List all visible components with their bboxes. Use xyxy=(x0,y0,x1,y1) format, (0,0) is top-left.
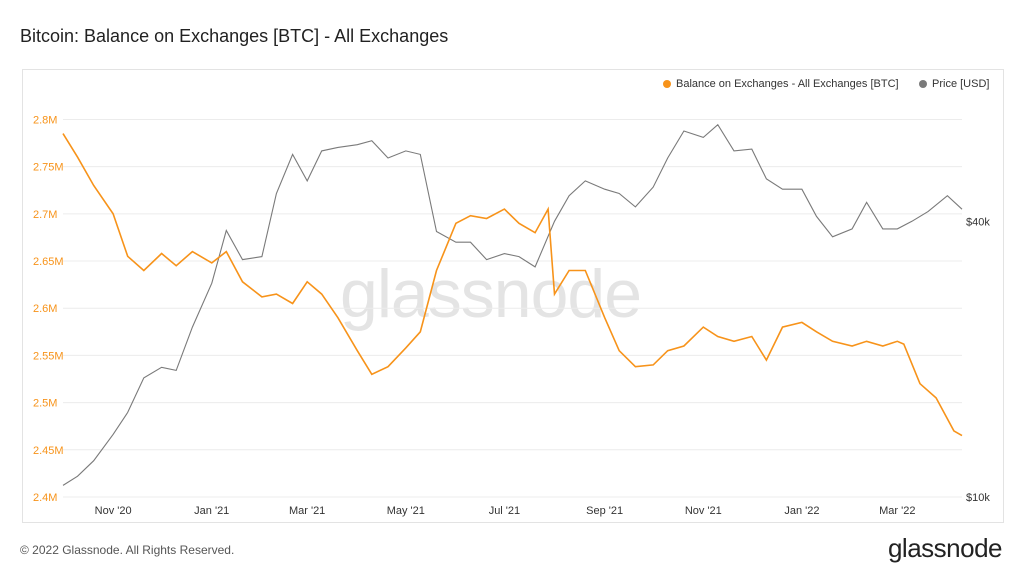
footer-copyright: © 2022 Glassnode. All Rights Reserved. xyxy=(20,543,235,557)
watermark: glassnode xyxy=(340,256,642,332)
x-tick-label: Sep '21 xyxy=(586,505,623,517)
y-left-tick-label: 2.7M xyxy=(33,209,57,221)
chart-frame xyxy=(22,69,1004,523)
x-tick-label: May '21 xyxy=(387,505,425,517)
y-left-tick-label: 2.5M xyxy=(33,398,57,410)
y-right-tick-label: $40k xyxy=(966,216,990,228)
y-left-tick-label: 2.65M xyxy=(33,256,64,268)
y-left-tick-label: 2.75M xyxy=(33,162,64,174)
y-left-tick-label: 2.8M xyxy=(33,114,57,126)
x-tick-label: Nov '21 xyxy=(685,505,722,517)
y-left-tick-label: 2.6M xyxy=(33,303,57,315)
legend-dot-price xyxy=(919,80,927,88)
legend-dot-balance xyxy=(663,80,671,88)
x-tick-label: Mar '22 xyxy=(879,505,915,517)
x-tick-label: Mar '21 xyxy=(289,505,325,517)
x-tick-label: Jan '22 xyxy=(784,505,819,517)
legend-label-price: Price [USD] xyxy=(932,78,990,90)
x-tick-label: Jan '21 xyxy=(194,505,229,517)
legend-label-balance: Balance on Exchanges - All Exchanges [BT… xyxy=(676,78,899,90)
series-line-balance xyxy=(62,133,963,437)
x-tick-label: Nov '20 xyxy=(95,505,132,517)
glassnode-logo[interactable]: glassnode xyxy=(887,533,1003,563)
y-right-tick-label: $10k xyxy=(966,492,990,504)
series-line-price xyxy=(62,123,963,486)
y-left-tick-label: 2.4M xyxy=(33,492,57,504)
y-left-tick-label: 2.45M xyxy=(33,445,64,457)
page-title: Bitcoin: Balance on Exchanges [BTC] - Al… xyxy=(20,26,449,46)
legend-item-price[interactable]: Price [USD] xyxy=(919,78,989,90)
legend-item-balance[interactable]: Balance on Exchanges - All Exchanges [BT… xyxy=(663,78,899,90)
x-tick-label: Jul '21 xyxy=(489,505,520,517)
y-left-tick-label: 2.55M xyxy=(33,350,64,362)
